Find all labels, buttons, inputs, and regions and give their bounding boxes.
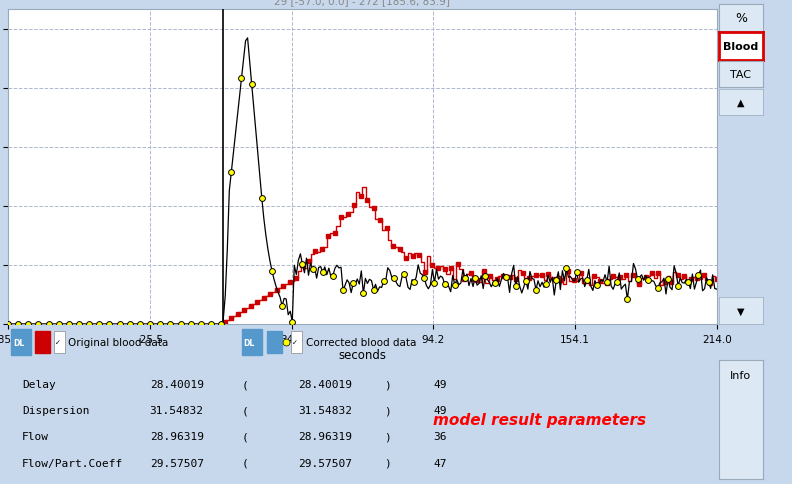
Text: ): ) bbox=[383, 406, 390, 415]
Text: 28.96319: 28.96319 bbox=[150, 431, 204, 441]
Text: 28.96319: 28.96319 bbox=[299, 431, 352, 441]
Text: 29.57507: 29.57507 bbox=[299, 457, 352, 468]
Text: 28.40019: 28.40019 bbox=[299, 379, 352, 389]
Text: Info: Info bbox=[730, 370, 752, 380]
Title: 29 [-57.0, 0.0] - 272 [185.6, 83.9]: 29 [-57.0, 0.0] - 272 [185.6, 83.9] bbox=[274, 0, 451, 6]
Text: (: ( bbox=[242, 457, 249, 468]
Text: 31.54832: 31.54832 bbox=[150, 406, 204, 415]
Text: DL: DL bbox=[13, 338, 24, 347]
Bar bbox=[242, 330, 261, 355]
Text: 47: 47 bbox=[433, 457, 447, 468]
Text: Dispersion: Dispersion bbox=[22, 406, 89, 415]
Text: Corrected blood data: Corrected blood data bbox=[306, 337, 416, 348]
Text: 36: 36 bbox=[433, 431, 447, 441]
Text: ): ) bbox=[383, 457, 390, 468]
Text: ): ) bbox=[383, 379, 390, 389]
Text: model result parameters: model result parameters bbox=[433, 412, 646, 427]
Text: (: ( bbox=[242, 406, 249, 415]
Text: %: % bbox=[735, 12, 747, 25]
Text: (: ( bbox=[242, 379, 249, 389]
Text: ✓: ✓ bbox=[55, 339, 60, 346]
Text: Blood: Blood bbox=[723, 42, 759, 52]
X-axis label: seconds: seconds bbox=[338, 348, 386, 361]
Text: ✓: ✓ bbox=[292, 339, 298, 346]
Text: Delay: Delay bbox=[22, 379, 56, 389]
Text: DL: DL bbox=[243, 338, 254, 347]
Text: 49: 49 bbox=[433, 379, 447, 389]
Text: 31.54832: 31.54832 bbox=[299, 406, 352, 415]
Bar bbox=[291, 332, 302, 353]
Bar bbox=[54, 332, 65, 353]
Text: TAC: TAC bbox=[730, 70, 752, 80]
Bar bbox=[267, 332, 282, 353]
Text: ▲: ▲ bbox=[737, 98, 744, 108]
Text: Flow: Flow bbox=[22, 431, 49, 441]
Bar bbox=[35, 332, 51, 353]
Text: Flow/Part.Coeff: Flow/Part.Coeff bbox=[22, 457, 124, 468]
Text: ): ) bbox=[383, 431, 390, 441]
Bar bbox=[11, 330, 32, 355]
Text: ▼: ▼ bbox=[737, 306, 744, 316]
Text: Original blood data: Original blood data bbox=[68, 337, 169, 348]
Text: (: ( bbox=[242, 431, 249, 441]
Text: 49: 49 bbox=[433, 406, 447, 415]
Text: 29.57507: 29.57507 bbox=[150, 457, 204, 468]
Text: 28.40019: 28.40019 bbox=[150, 379, 204, 389]
